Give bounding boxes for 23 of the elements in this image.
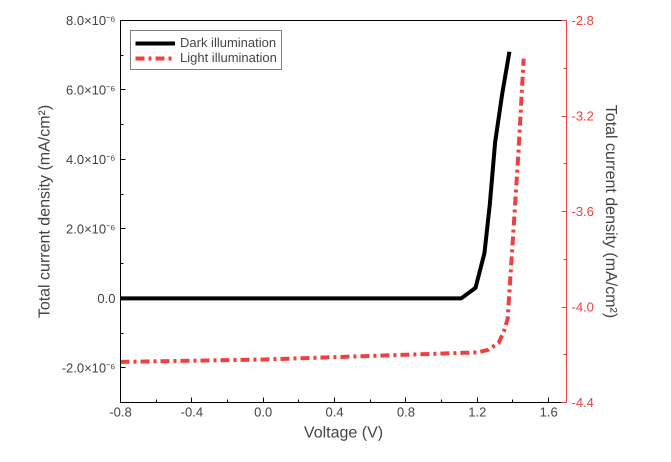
legend-label: Light illumination: [180, 50, 277, 65]
y2-tick-label: -3.2: [572, 108, 594, 124]
y-tick-label: -2.0×10⁻⁶: [62, 360, 116, 376]
y-tick-label: 4.0×10⁻⁶: [66, 152, 116, 167]
y2-axis-title: Total current density (mA/cm²): [602, 104, 619, 318]
x-tick-label: 0.4: [326, 404, 344, 420]
y-tick-label: 6.0×10⁻⁶: [66, 82, 116, 98]
y-tick-label: 2.0×10⁻⁶: [66, 221, 116, 236]
y-axis-title: Total current density (mA/cm²): [36, 104, 54, 318]
legend-label: Dark illumination: [180, 35, 276, 50]
x-tick-label: -0.4: [180, 404, 204, 420]
x-tick-label: -0.8: [109, 404, 132, 420]
x-axis-title: Voltage (V): [304, 424, 384, 442]
x-tick-label: 1.2: [468, 404, 486, 420]
y-tick-label: 0.0: [97, 290, 116, 306]
x-tick-label: 0.8: [396, 404, 415, 420]
y-tick-label: 8.0×10⁻⁶: [66, 13, 116, 28]
y2-tick-label: -3.6: [572, 204, 594, 219]
x-tick-label: 0.0: [254, 404, 272, 420]
y2-tick-label: -4.4: [572, 395, 594, 410]
y2-tick-label: -2.8: [572, 13, 594, 28]
y2-tick-label: -4.0: [572, 300, 594, 314]
x-tick-label: 1.6: [540, 404, 558, 420]
